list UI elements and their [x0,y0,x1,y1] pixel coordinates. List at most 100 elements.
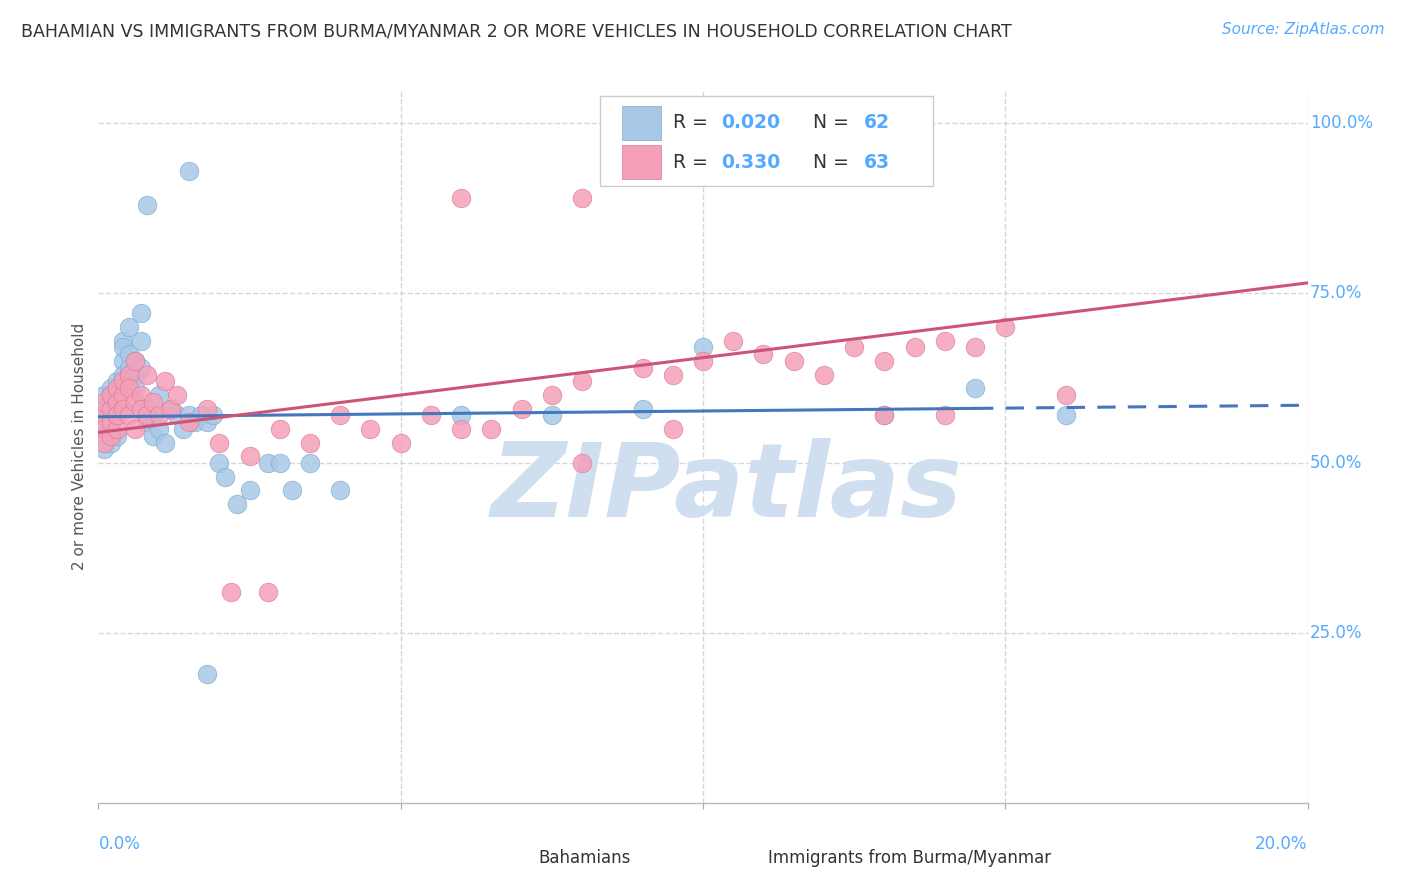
Point [419,409,441,423]
Point [111,341,134,355]
Point [873,354,896,368]
Text: 100.0%: 100.0% [1310,114,1374,132]
Point [1054,388,1077,402]
Point [281,483,304,498]
Point [299,456,322,470]
Text: 20.0%: 20.0% [1256,835,1308,853]
Point [93,415,115,429]
FancyBboxPatch shape [495,846,526,870]
Point [360,422,382,436]
Point [135,198,157,212]
Point [299,435,322,450]
Point [571,375,593,389]
Y-axis label: 2 or more Vehicles in Household: 2 or more Vehicles in Household [72,322,87,570]
Point [631,401,654,416]
Text: N =: N = [813,113,855,132]
Point [965,341,987,355]
Point [93,429,115,443]
Point [782,354,804,368]
Point [661,422,683,436]
Point [105,381,128,395]
Point [111,388,134,402]
Point [450,191,472,205]
Point [105,409,128,423]
Text: Source: ZipAtlas.com: Source: ZipAtlas.com [1222,22,1385,37]
Point [148,409,170,423]
Text: 25.0%: 25.0% [1310,624,1362,642]
Point [142,429,165,443]
Point [129,306,152,320]
Point [904,341,927,355]
Point [105,394,128,409]
Point [166,388,188,402]
Point [226,497,249,511]
Point [100,415,122,429]
Point [934,409,956,423]
Point [100,401,122,416]
Point [450,409,472,423]
Point [661,368,683,382]
Point [692,354,714,368]
Point [93,394,115,409]
Point [510,401,533,416]
Point [148,422,170,436]
Point [100,394,122,409]
Point [118,347,141,361]
Point [124,354,146,368]
Point [873,409,896,423]
Point [135,415,157,429]
Point [221,585,243,599]
Point [160,401,183,416]
Point [329,409,352,423]
Point [208,456,231,470]
Point [177,163,201,178]
Text: R =: R = [672,153,714,172]
Point [190,409,212,423]
Point [124,368,146,382]
Point [214,469,236,483]
Point [752,347,775,361]
Point [118,360,141,375]
Point [111,375,134,389]
Point [148,388,170,402]
Text: 75.0%: 75.0% [1310,284,1362,302]
Point [844,341,866,355]
Point [142,394,165,409]
Point [540,409,562,423]
Text: 0.0%: 0.0% [98,835,141,853]
Point [118,381,141,395]
Point [105,409,128,423]
Point [124,381,146,395]
Text: 62: 62 [863,113,890,132]
Point [105,429,128,443]
Text: Bahamians: Bahamians [538,849,631,867]
Point [692,341,714,355]
Text: N =: N = [813,153,855,172]
Point [965,381,987,395]
Point [208,435,231,450]
Point [124,354,146,368]
Point [100,388,122,402]
Point [269,422,291,436]
Point [160,401,183,416]
Point [571,191,593,205]
Point [721,334,744,348]
Point [202,409,225,423]
Point [135,409,157,423]
Point [195,401,218,416]
FancyBboxPatch shape [621,106,661,140]
Point [256,456,278,470]
Point [269,456,291,470]
Point [105,422,128,436]
Point [239,449,262,463]
Point [93,401,115,416]
Point [129,334,152,348]
Point [184,415,207,429]
Point [256,585,278,599]
Point [153,375,176,389]
Point [111,354,134,368]
Point [118,368,141,382]
Point [481,422,503,436]
Point [105,375,128,389]
Point [105,401,128,416]
